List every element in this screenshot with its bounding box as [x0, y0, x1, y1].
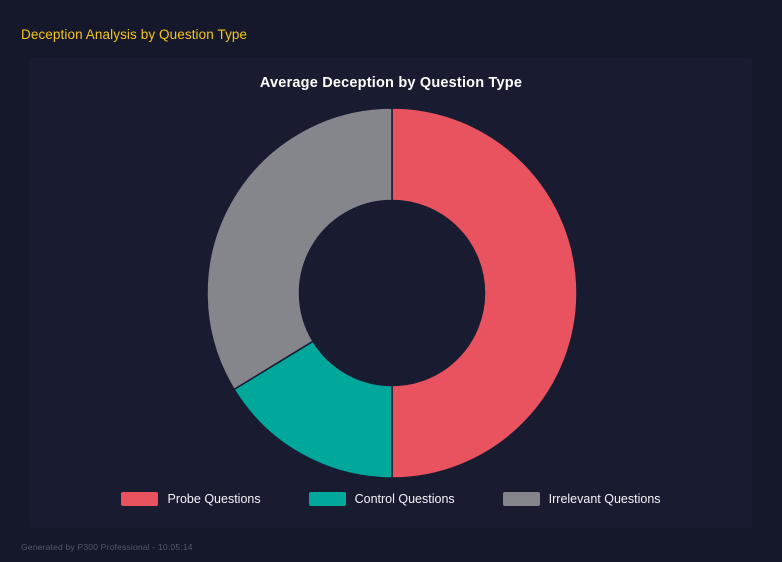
chart-title: Average Deception by Question Type	[259, 75, 523, 91]
legend-item-irrelevant-questions[interactable]: Irrelevant Questions	[502, 492, 661, 506]
legend-swatch-probe-questions	[121, 492, 159, 506]
page-title: Deception Analysis by Question Type	[21, 27, 248, 42]
window-header: Deception Analysis by Question Type	[0, 0, 782, 58]
legend-item-probe-questions[interactable]: Probe Questions	[121, 492, 261, 506]
donut-chart[interactable]	[207, 108, 577, 478]
donut-slice-irrelevant-questions[interactable]	[207, 108, 393, 391]
footer-generated-text: Generated by P300 Professional - 10:05:1…	[21, 542, 193, 552]
chart-legend: Probe Questions Control Questions Irrele…	[30, 492, 752, 506]
legend-label-irrelevant-questions: Irrelevant Questions	[548, 492, 661, 506]
legend-item-control-questions[interactable]: Control Questions	[308, 492, 455, 506]
legend-swatch-irrelevant-questions	[502, 492, 540, 506]
donut-slice-probe-questions[interactable]	[391, 108, 577, 478]
donut-chart-svg	[207, 108, 577, 478]
legend-label-control-questions: Control Questions	[354, 492, 455, 506]
donut-slice-control-questions[interactable]	[233, 340, 393, 478]
legend-label-probe-questions: Probe Questions	[167, 492, 261, 506]
chart-panel: Average Deception by Question Type Probe…	[30, 58, 752, 528]
legend-swatch-control-questions	[308, 492, 346, 506]
